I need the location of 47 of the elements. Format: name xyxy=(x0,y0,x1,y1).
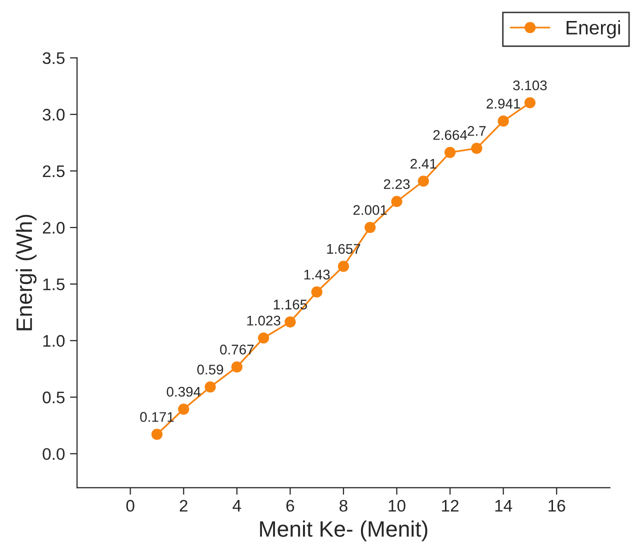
point xyxy=(338,260,350,272)
text: 0.59 xyxy=(197,364,224,375)
point xyxy=(391,196,402,208)
point xyxy=(311,286,322,298)
point xyxy=(498,116,509,127)
x-tick-label: 2 xyxy=(180,500,188,512)
text: 2.664 xyxy=(433,130,468,140)
y-axis-title: Energi (Wh) xyxy=(16,214,37,330)
text: 3.103 xyxy=(513,80,547,90)
text: 2.41 xyxy=(410,158,436,169)
x-tick-label: 16 xyxy=(548,500,566,512)
text: 1.43 xyxy=(304,270,330,280)
text: 2.001 xyxy=(353,205,387,215)
x-tick-label: 8 xyxy=(340,500,348,512)
text: 2.941 xyxy=(486,98,520,109)
point xyxy=(364,222,376,233)
point xyxy=(151,428,163,440)
x-tick-label: 0 xyxy=(126,500,134,512)
text: 2.7 xyxy=(468,126,486,136)
legend-label: Energi xyxy=(566,20,620,38)
x-axis-title: Menit Ke- (Menit) xyxy=(260,520,428,542)
y-tick-label: 3.0 xyxy=(42,108,65,121)
x-tick-label: 12 xyxy=(442,500,458,512)
text: 1.023 xyxy=(247,316,280,326)
x-tick-label: 4 xyxy=(232,500,242,512)
x-tick-label: 6 xyxy=(286,500,294,512)
point xyxy=(231,361,242,373)
point xyxy=(284,316,296,328)
y-tick-label: 3.5 xyxy=(42,52,65,64)
point xyxy=(524,97,536,108)
y-tick-label: 1.5 xyxy=(43,278,65,290)
text: 0.394 xyxy=(166,386,201,397)
y-tick-label: 1.0 xyxy=(43,335,65,347)
point xyxy=(258,332,270,344)
y-tick-label: 2.5 xyxy=(42,165,65,178)
y-tick-label: 0.5 xyxy=(42,392,65,404)
point xyxy=(204,381,216,393)
point xyxy=(178,404,190,415)
text: 2.23 xyxy=(384,179,410,190)
point xyxy=(418,176,429,187)
y-tick-label: 0.0 xyxy=(42,448,65,460)
text: 0.171 xyxy=(140,412,174,422)
point xyxy=(471,142,482,154)
x-tick-label: 10 xyxy=(388,500,406,512)
y-tick-label: 2.0 xyxy=(42,222,65,234)
point xyxy=(444,146,456,158)
x-tick-label: 14 xyxy=(495,500,512,512)
